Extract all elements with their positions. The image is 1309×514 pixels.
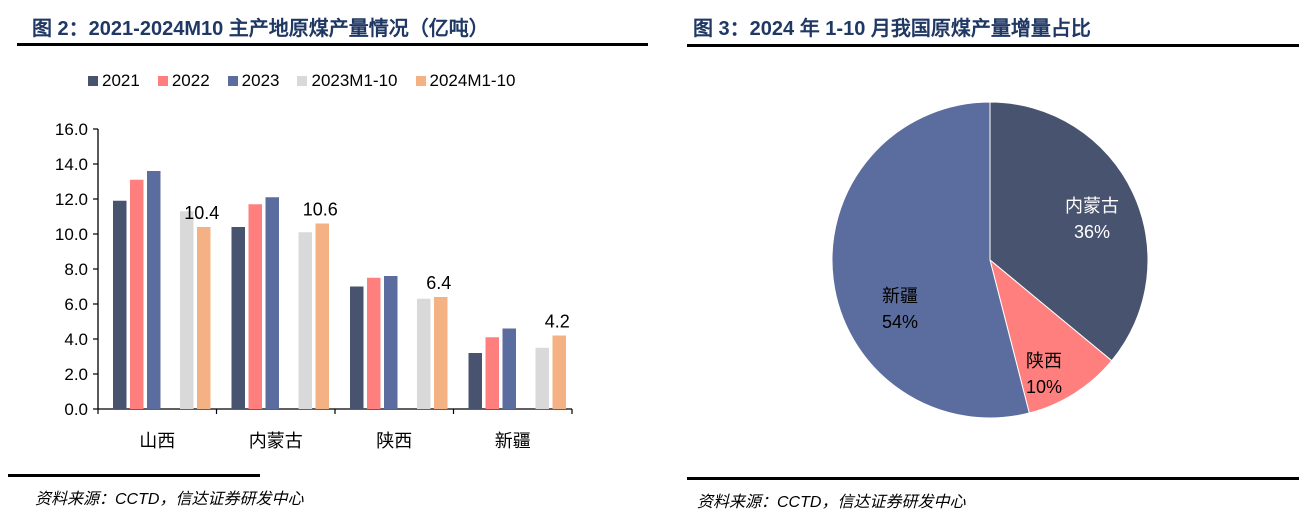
pie-slice-label: 陕西 [1026, 351, 1062, 371]
pie-slice-percent: 10% [1026, 377, 1062, 397]
legend-item: 2021 [88, 71, 140, 91]
legend-item: 2024M1-10 [415, 71, 516, 91]
left-source-note: 资料来源：CCTD，信达证券研发中心 [35, 491, 304, 508]
right-figure-title: 图 3：2024 年 1-10 月我国原煤产量增量占比 [693, 18, 1091, 40]
pie-slice [989, 258, 1113, 414]
right-title-rule [687, 44, 1299, 47]
left-figure-title: 图 2：2021-2024M10 主产地原煤产量情况（亿吨） [32, 18, 489, 40]
bar [552, 335, 566, 409]
left-title-rule [17, 43, 648, 46]
bar [535, 347, 549, 409]
pie-slice-label: 内蒙古 [1065, 196, 1119, 216]
bar [350, 286, 364, 409]
bar [113, 200, 127, 409]
bar [417, 298, 431, 409]
legend-swatch [157, 76, 168, 86]
legend-label: 2023M1-10 [311, 71, 398, 90]
bar [197, 227, 211, 409]
x-category-label: 内蒙古 [249, 431, 303, 451]
y-tick-label: 8.0 [64, 260, 88, 279]
pie-slice-percent: 36% [1074, 222, 1110, 242]
legend-swatch [88, 76, 98, 86]
pie-slice [989, 101, 1149, 362]
legend-label: 2021 [102, 71, 140, 90]
data-label: 10.4 [184, 203, 219, 223]
y-tick-label: 2.0 [64, 365, 88, 384]
pie-chart: 内蒙古 36% 陕西 10% 新疆 54% [831, 101, 1149, 419]
data-label: 4.2 [545, 312, 570, 332]
y-tick-label: 14.0 [55, 155, 88, 174]
bar [130, 179, 144, 409]
data-label: 10.6 [303, 200, 338, 220]
bar [147, 171, 161, 409]
bar [434, 297, 448, 409]
legend-swatch [297, 76, 308, 86]
pie-slice [831, 101, 1030, 419]
y-tick-label: 16.0 [55, 120, 88, 139]
y-tick-label: 6.0 [64, 295, 88, 314]
bar [367, 277, 381, 409]
legend-item: 2023 [227, 71, 280, 91]
bar [265, 197, 279, 409]
bar [248, 204, 262, 409]
legend-label: 2022 [171, 71, 210, 90]
legend-item: 2023M1-10 [297, 71, 398, 91]
x-category-label: 山西 [139, 431, 175, 451]
bar [315, 223, 329, 409]
bar [502, 328, 516, 409]
y-tick-label: 4.0 [64, 330, 88, 349]
legend-label: 2024M1-10 [429, 71, 516, 90]
legend-swatch [227, 76, 238, 86]
bar [180, 211, 194, 409]
left-source-rule [8, 474, 260, 477]
y-tick-label: 0.0 [64, 400, 88, 419]
right-source-note: 资料来源：CCTD，信达证券研发中心 [697, 494, 966, 511]
pie-slice-percent: 54% [882, 312, 918, 332]
bar [468, 353, 482, 409]
bar [384, 276, 398, 409]
bar-chart-legend: 2021 2022 2023 2023M1-10 2024M1-10 [88, 71, 516, 91]
x-category-label: 陕西 [376, 431, 412, 451]
x-category-label: 新疆 [495, 431, 531, 451]
pie-slice-label: 新疆 [882, 286, 918, 306]
bar [298, 232, 312, 409]
y-tick-label: 10.0 [55, 225, 88, 244]
bar-chart: 0.0 2.0 4.0 6.0 8.0 10.0 12.0 14.0 16.0 山西 内蒙古 陕西 新疆… [55, 120, 573, 451]
y-tick-label: 12.0 [55, 190, 88, 209]
bar [231, 227, 245, 409]
right-source-rule [687, 477, 1299, 480]
data-label: 6.4 [426, 273, 451, 293]
bar [485, 337, 499, 409]
legend-item: 2022 [157, 71, 210, 91]
legend-swatch [415, 76, 426, 86]
legend-label: 2023 [241, 71, 280, 90]
